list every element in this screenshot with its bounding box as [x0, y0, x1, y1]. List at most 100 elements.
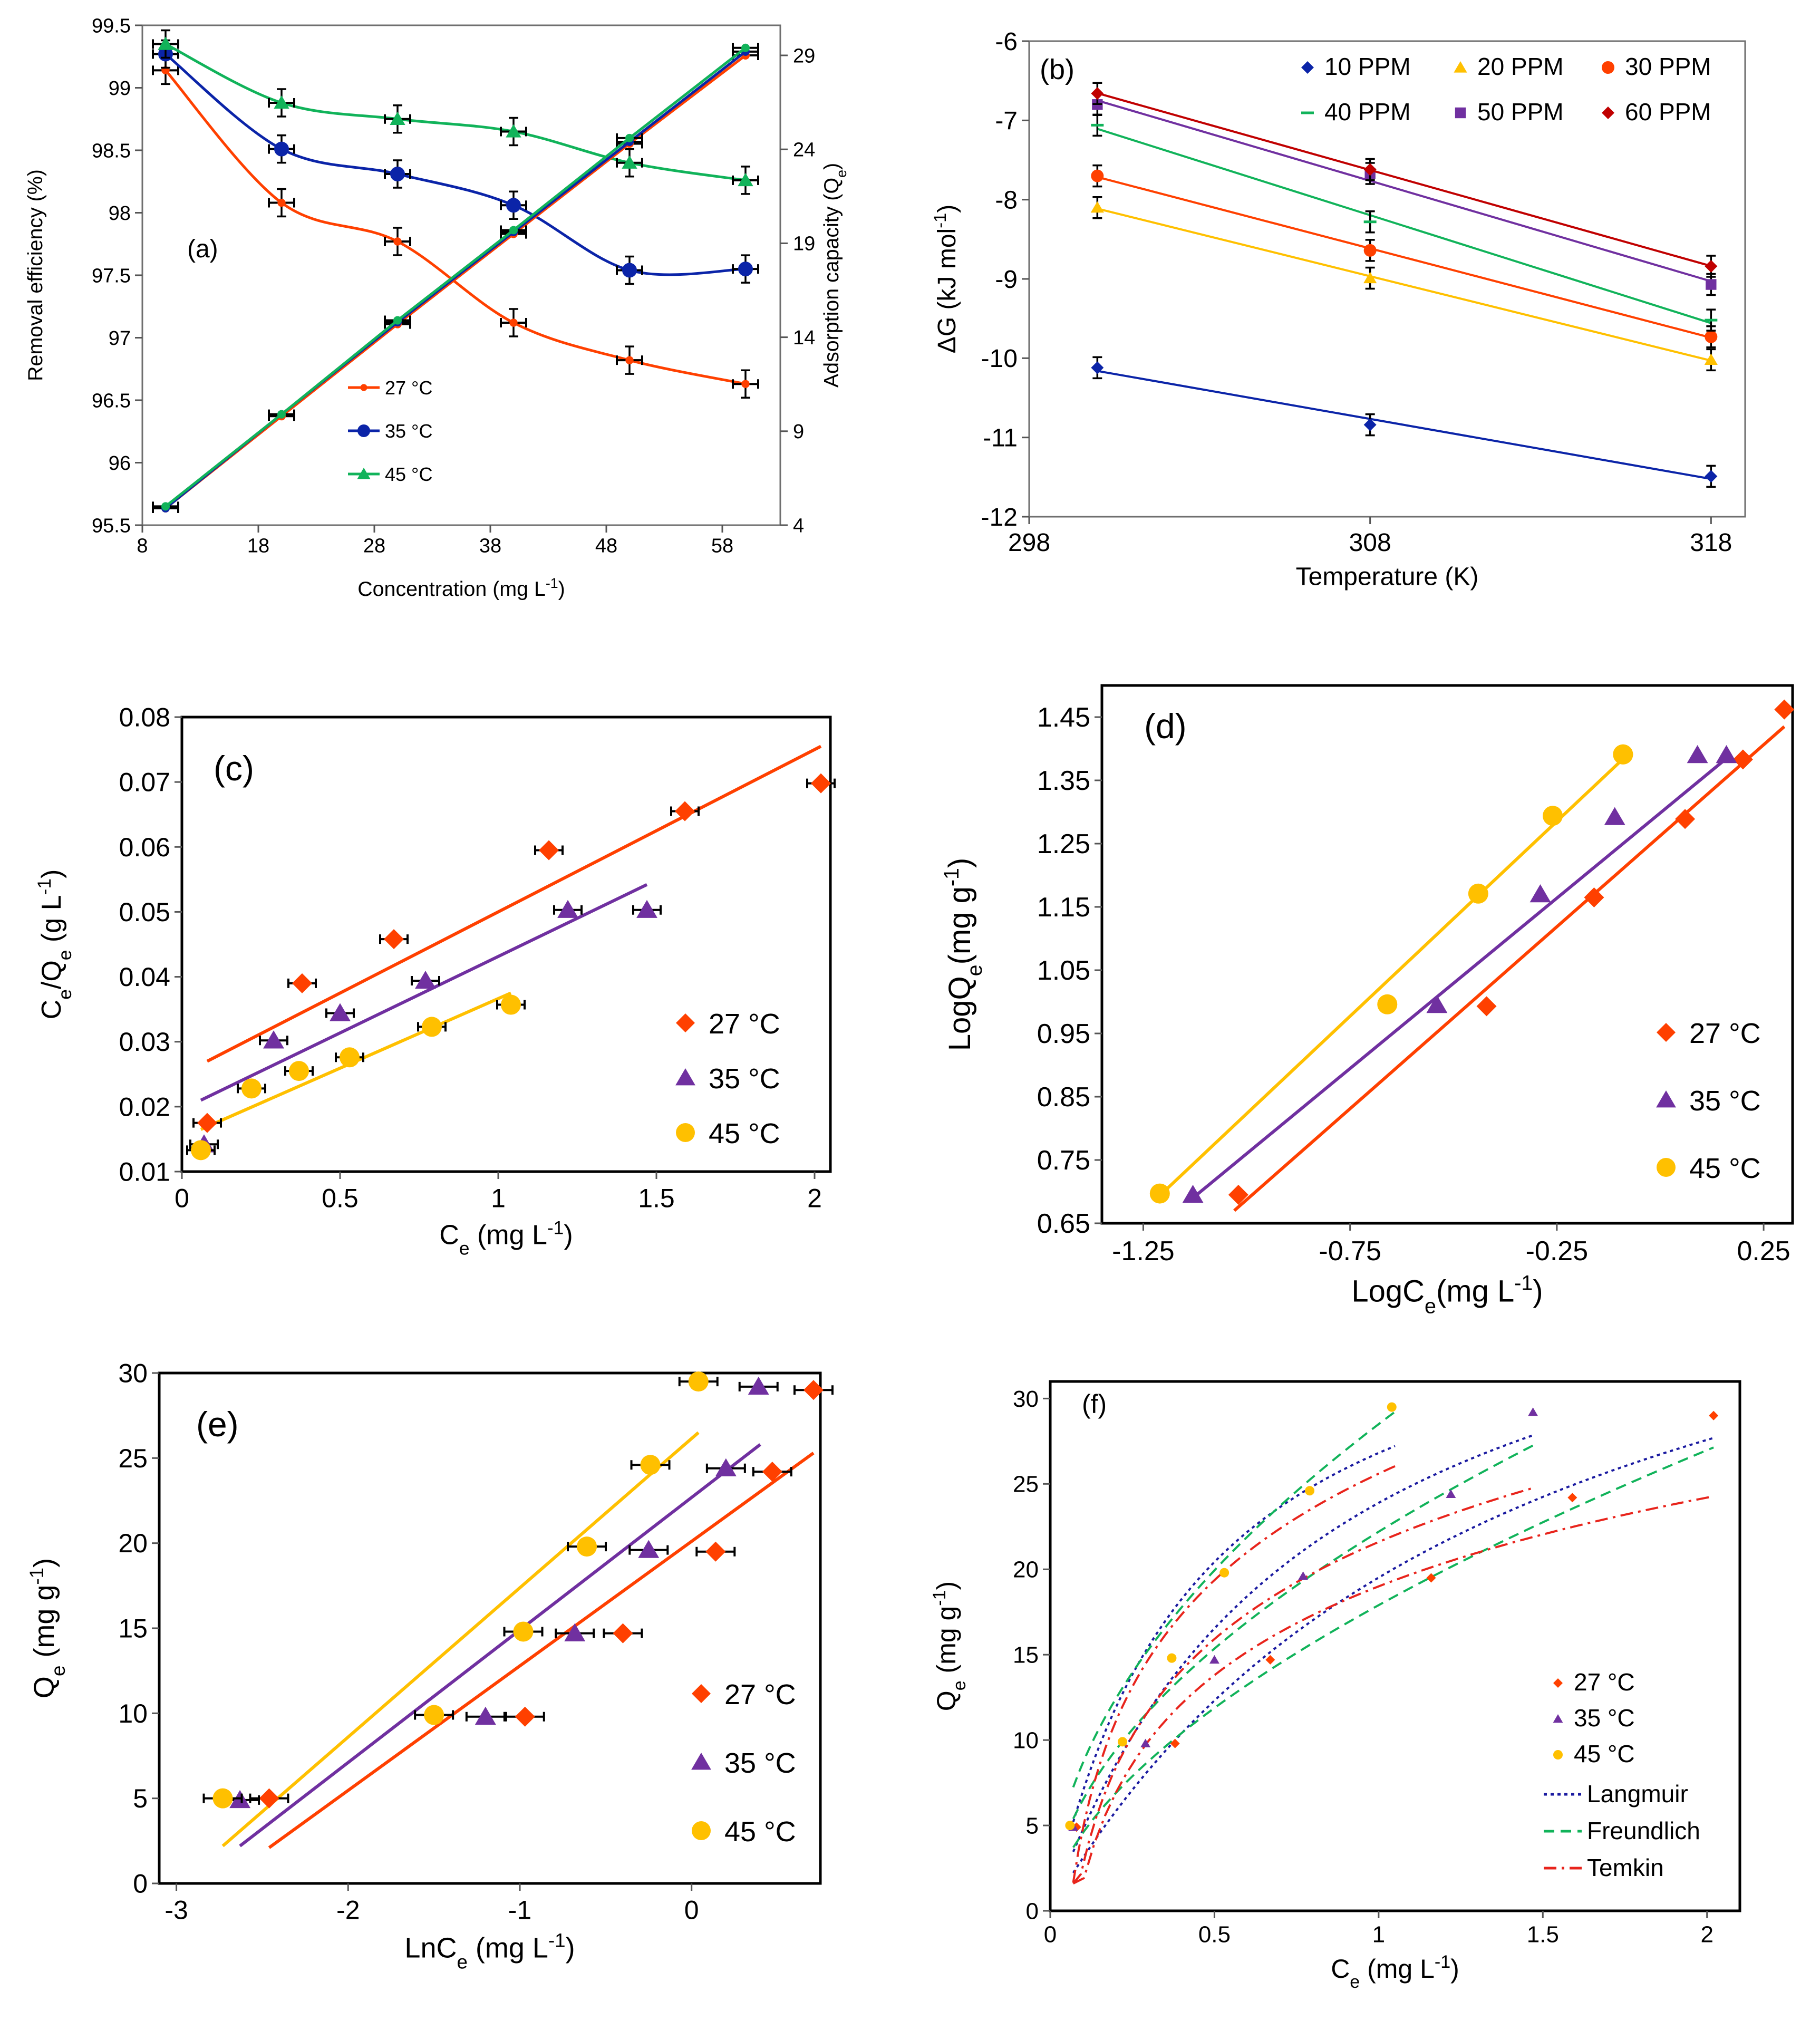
y2-tick-label: 29	[793, 45, 815, 67]
model-curve	[1072, 1495, 1714, 1884]
y-tick-label: 20	[1013, 1557, 1039, 1583]
y-tick-label: 0.07	[119, 768, 170, 797]
data-point	[1118, 1737, 1128, 1747]
panel-label: (d)	[1144, 707, 1187, 746]
fit-line	[1192, 753, 1732, 1200]
legend-label: 35 °C	[1574, 1704, 1635, 1732]
y-tick-label: 95.5	[92, 515, 131, 537]
data-point	[1228, 1185, 1248, 1205]
fit-line	[1163, 753, 1629, 1193]
legend-label: 45 °C	[385, 463, 432, 485]
data-point	[340, 1047, 360, 1068]
y-axis-label: Removal efficiency (%)	[24, 169, 47, 381]
fit-line	[1097, 207, 1711, 362]
data-point	[688, 1371, 709, 1392]
legend-label: 10 PPM	[1324, 53, 1411, 80]
fit-line	[268, 1452, 815, 1849]
y-tick-label: 0.02	[119, 1092, 170, 1122]
x-tick-label: 48	[595, 535, 617, 557]
y-tick-label: 1.15	[1037, 892, 1090, 923]
data-point	[330, 1003, 351, 1021]
data-point	[1476, 996, 1497, 1017]
data-point	[1090, 201, 1104, 213]
legend-label: 27 °C	[1689, 1018, 1761, 1049]
data-point	[241, 1078, 262, 1099]
data-point	[212, 1788, 233, 1809]
y2-tick-label: 19	[793, 233, 815, 255]
legend-label: 45 °C	[1574, 1740, 1635, 1767]
fit-line	[239, 1443, 761, 1848]
data-point	[277, 198, 286, 207]
x-tick-label: 308	[1349, 529, 1391, 557]
model-curve	[1072, 1410, 1396, 1788]
x-axis-label: Concentration (mg L-1)	[357, 575, 565, 601]
legend-marker	[1301, 61, 1314, 74]
data-point	[289, 1061, 309, 1081]
data-point	[384, 929, 404, 950]
data-point	[1426, 995, 1448, 1013]
x-axis-label: Temperature (K)	[1296, 563, 1479, 591]
x-axis-label: LnCe (mg L-1)	[404, 1929, 575, 1973]
data-point	[1613, 744, 1633, 765]
y-tick-label: 0.01	[119, 1157, 170, 1187]
legend-label: 27 °C	[724, 1679, 796, 1710]
y-tick-label: -7	[995, 107, 1018, 135]
y-tick-label: 0.06	[119, 833, 170, 862]
panel-label: (c)	[214, 749, 254, 788]
y-axis-label: ΔG (kJ mol-1)	[930, 205, 962, 353]
y-tick-label: 96.5	[92, 390, 131, 412]
data-point	[1363, 163, 1377, 176]
legend-label: 35 °C	[385, 420, 432, 442]
data-point	[1298, 1571, 1309, 1580]
x-tick-label: 0	[684, 1896, 699, 1925]
legend-label: 27 °C	[385, 377, 432, 399]
data-point	[1704, 353, 1718, 365]
y2-tick-label: 4	[793, 515, 804, 537]
legend-marker	[1602, 107, 1614, 119]
y-tick-label: -8	[995, 186, 1018, 214]
legend-marker	[1656, 1090, 1676, 1108]
data-point	[741, 43, 750, 52]
y-tick-label: -10	[981, 345, 1018, 373]
x-tick-label: 1.5	[1527, 1921, 1559, 1947]
data-point	[1543, 806, 1563, 826]
model-curve	[1072, 1437, 1714, 1874]
x-tick-label: -3	[164, 1896, 188, 1925]
fit-line	[1097, 128, 1711, 324]
x-tick-label: 0	[175, 1184, 189, 1213]
data-point	[539, 840, 559, 861]
data-point	[1705, 330, 1718, 343]
y-tick-label: 10	[118, 1699, 148, 1728]
legend-label: Freundlich	[1587, 1817, 1700, 1844]
legend-label: 35 °C	[724, 1747, 796, 1779]
panel-label: (a)	[187, 235, 218, 263]
panel-label: (b)	[1040, 54, 1074, 85]
legend-marker	[692, 1821, 711, 1840]
x-tick-label: 0.5	[1198, 1921, 1231, 1947]
y-tick-label: 1.35	[1037, 766, 1090, 796]
y-axis-label: Ce/Qe (g L-1)	[34, 869, 75, 1020]
y-tick-label: 0.65	[1037, 1209, 1090, 1239]
data-point	[475, 1706, 496, 1725]
data-point	[1363, 272, 1377, 284]
series-line	[164, 43, 746, 182]
x-tick-label: 318	[1690, 529, 1732, 557]
x-tick-label: 1	[1372, 1921, 1385, 1947]
legend-marker	[1553, 1678, 1563, 1688]
x-tick-label: 0	[1044, 1921, 1057, 1947]
data-point	[1584, 887, 1604, 907]
data-point	[1567, 1493, 1577, 1503]
y-tick-label: 30	[118, 1359, 148, 1388]
y-tick-label: 99.5	[92, 15, 131, 37]
y-tick-label: 0.03	[119, 1027, 170, 1057]
data-point	[748, 1376, 769, 1395]
legend-marker	[357, 424, 370, 437]
data-point	[1167, 1653, 1177, 1663]
y-tick-label: 20	[118, 1529, 148, 1558]
data-point	[762, 1462, 782, 1482]
legend-marker	[1657, 1023, 1676, 1042]
y-tick-label: 97.5	[92, 265, 131, 287]
data-point	[1377, 994, 1398, 1014]
x-tick-label: -0.75	[1319, 1236, 1381, 1267]
